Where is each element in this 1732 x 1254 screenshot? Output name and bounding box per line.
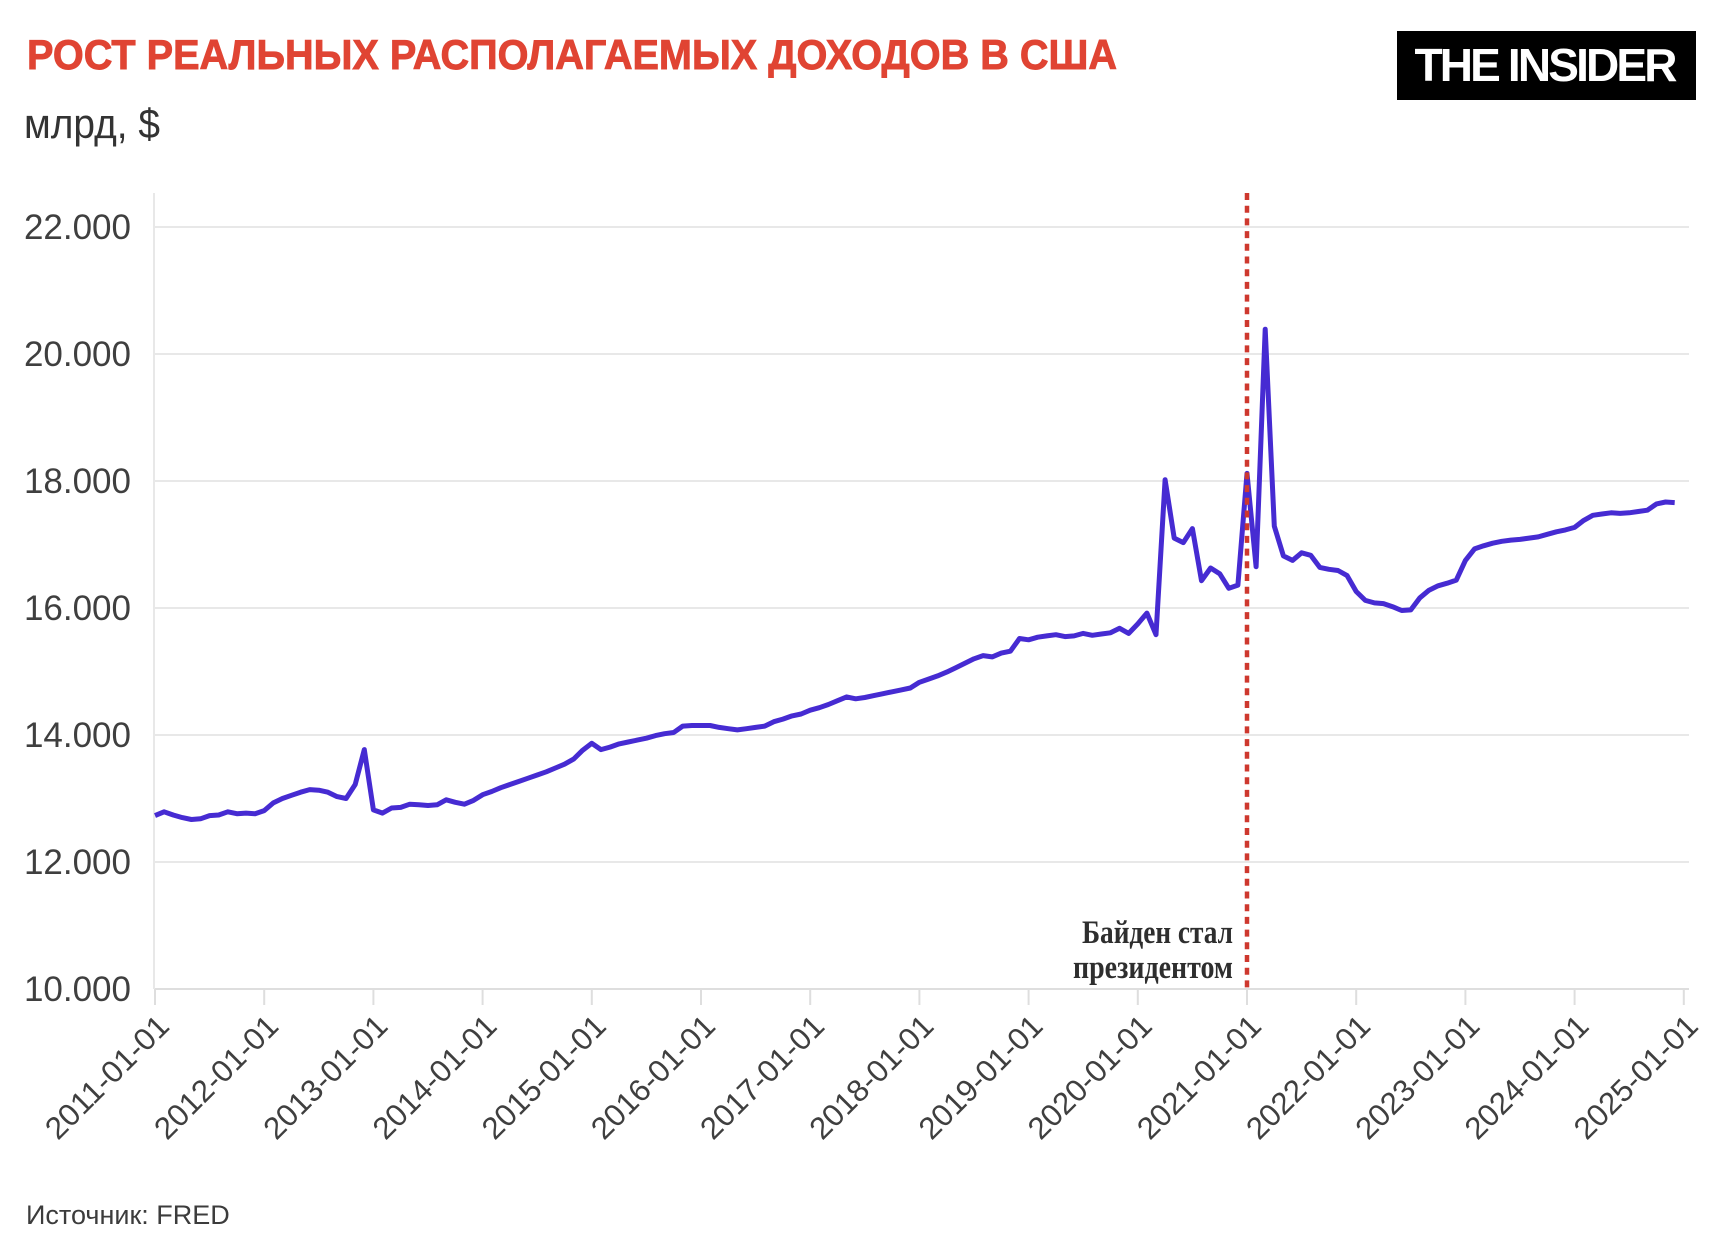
svg-text:12.000: 12.000	[24, 843, 131, 882]
svg-text:14.000: 14.000	[24, 716, 131, 755]
svg-text:президентом: президентом	[1073, 950, 1233, 986]
svg-text:10.000: 10.000	[24, 970, 131, 1009]
svg-text:Источник: FRED: Источник: FRED	[26, 1200, 230, 1230]
svg-text:Байден стал: Байден стал	[1082, 915, 1233, 951]
svg-text:22.000: 22.000	[24, 208, 131, 247]
svg-text:18.000: 18.000	[24, 462, 131, 501]
svg-text:РОСТ РЕАЛЬНЫХ РАСПОЛАГАЕМЫХ ДО: РОСТ РЕАЛЬНЫХ РАСПОЛАГАЕМЫХ ДОХОДОВ В СШ…	[27, 31, 1117, 78]
svg-text:20.000: 20.000	[24, 335, 131, 374]
svg-text:16.000: 16.000	[24, 589, 131, 628]
svg-text:THE INSIDER: THE INSIDER	[1415, 39, 1678, 91]
svg-text:млрд, $: млрд, $	[24, 100, 160, 147]
